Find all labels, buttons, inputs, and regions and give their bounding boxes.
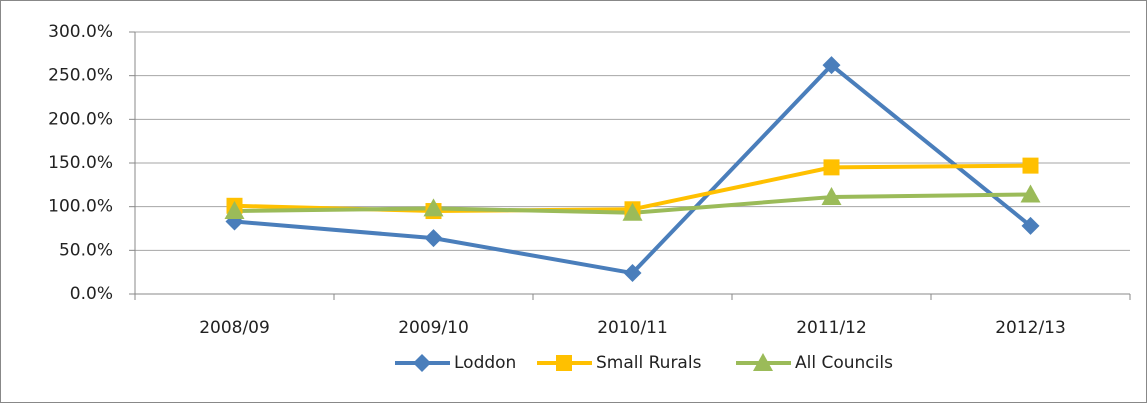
x-tick-label: 2008/09: [199, 318, 270, 338]
marker: [1022, 157, 1039, 174]
y-tick-label: 300.0%: [48, 22, 113, 42]
y-tick-label: 100.0%: [48, 197, 113, 217]
marker: [1021, 216, 1040, 235]
y-tick-label: 150.0%: [48, 153, 113, 173]
marker: [424, 229, 443, 248]
x-tick-label: 2012/13: [995, 318, 1066, 338]
y-tick-label: 250.0%: [48, 66, 113, 86]
marker: [821, 187, 842, 206]
legend-marker: [753, 353, 773, 371]
marker: [822, 56, 841, 75]
y-tick-label: 200.0%: [48, 109, 113, 129]
marker: [1020, 184, 1041, 203]
legend-marker: [556, 355, 572, 371]
y-tick-label: 50.0%: [59, 240, 113, 260]
x-tick-label: 2011/12: [796, 318, 867, 338]
y-tick-label: 0.0%: [70, 284, 113, 304]
x-tick-label: 2009/10: [398, 318, 469, 338]
marker: [423, 198, 444, 217]
legend-label: All Councils: [795, 353, 893, 373]
x-tick-label: 2010/11: [597, 318, 668, 338]
marker: [823, 159, 840, 176]
legend-label: Loddon: [454, 353, 516, 373]
marker: [622, 202, 643, 221]
marker: [623, 264, 642, 283]
legend-marker: [413, 354, 431, 372]
marker: [224, 201, 245, 220]
legend-label: Small Rurals: [596, 353, 702, 373]
